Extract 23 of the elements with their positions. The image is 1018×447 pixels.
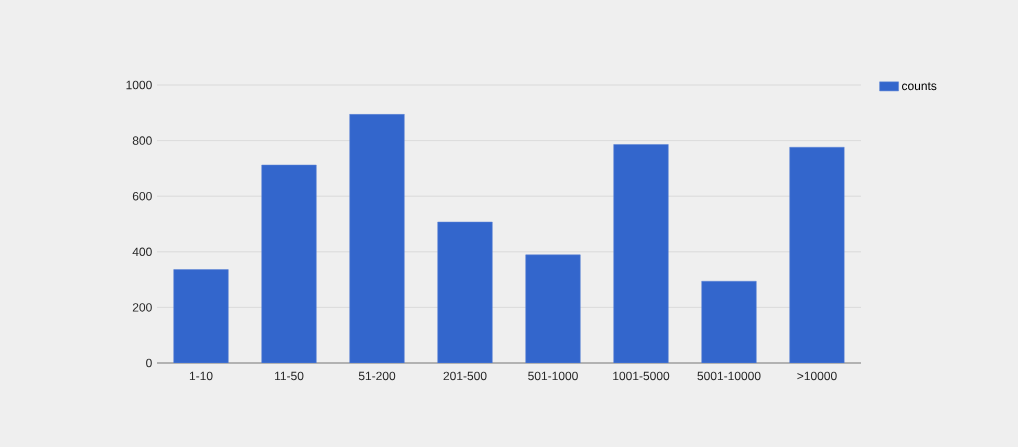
x-tick-label: >10000: [797, 371, 837, 381]
bar: [437, 221, 493, 363]
x-tick-label: 1-10: [189, 371, 213, 381]
bar: [701, 281, 757, 363]
x-tick-label: 5001-10000: [697, 371, 761, 381]
y-tick-label: 1000: [126, 80, 152, 90]
bar: [261, 164, 317, 363]
y-tick-label: 0: [146, 358, 152, 368]
y-tick-label: 400: [132, 247, 152, 257]
y-tick-label: 200: [132, 303, 152, 312]
x-tick-label: 1001-5000: [613, 371, 670, 381]
x-tick-label: 501-1000: [528, 371, 578, 381]
bar: [173, 269, 229, 363]
bar: [789, 147, 845, 363]
bar: [349, 113, 405, 363]
x-tick-label: 201-500: [443, 371, 487, 381]
bar: [613, 144, 669, 363]
y-tick-label: 600: [132, 191, 152, 201]
x-tick-label: 51-200: [358, 371, 396, 381]
legend-label: counts: [902, 82, 937, 91]
x-tick-label: 11-50: [275, 371, 304, 381]
y-tick-label: 800: [132, 136, 152, 145]
bar: [525, 254, 581, 363]
